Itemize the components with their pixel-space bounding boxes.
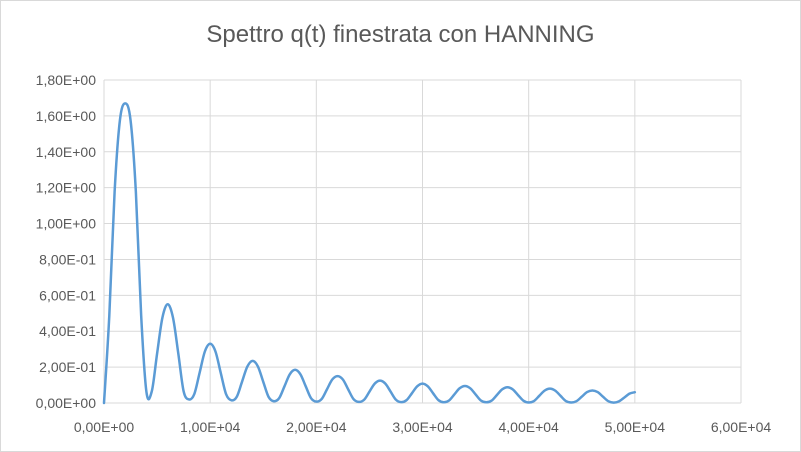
x-tick-label: 6,00E+04 [711,419,772,435]
y-tick-label: 1,40E+00 [36,144,97,160]
series-line-0 [102,102,637,405]
y-tick-label: 0,00E+00 [36,395,97,411]
x-tick-label: 0,00E+00 [74,419,135,435]
y-tick-label: 1,00E+00 [36,216,97,232]
x-tick-label: 3,00E+04 [392,419,453,435]
y-tick-label: 1,60E+00 [36,108,97,124]
chart-title: Spettro q(t) finestrata con HANNING [206,21,595,48]
x-tick-label: 4,00E+04 [498,419,559,435]
y-tick-label: 1,80E+00 [36,72,97,88]
y-axis-tick-labels: 0,00E+00 2,00E-01 4,00E-01 6,00E-01 8,00E-01… [36,72,97,411]
x-tick-label: 2,00E+04 [286,419,347,435]
x-tick-label: 5,00E+04 [605,419,666,435]
y-tick-label: 1,20E+00 [36,180,97,196]
x-axis-tick-labels: 0,00E+00 1,00E+04 2,00E+04 3,00E+04 4,00E+04… [74,419,772,435]
plot-series [102,102,637,405]
x-tick-label: 1,00E+04 [180,419,241,435]
y-tick-label: 4,00E-01 [39,323,96,339]
y-tick-label: 2,00E-01 [39,359,96,375]
gridlines [103,79,742,404]
y-tick-label: 8,00E-01 [39,251,96,267]
y-tick-label: 6,00E-01 [39,287,96,303]
